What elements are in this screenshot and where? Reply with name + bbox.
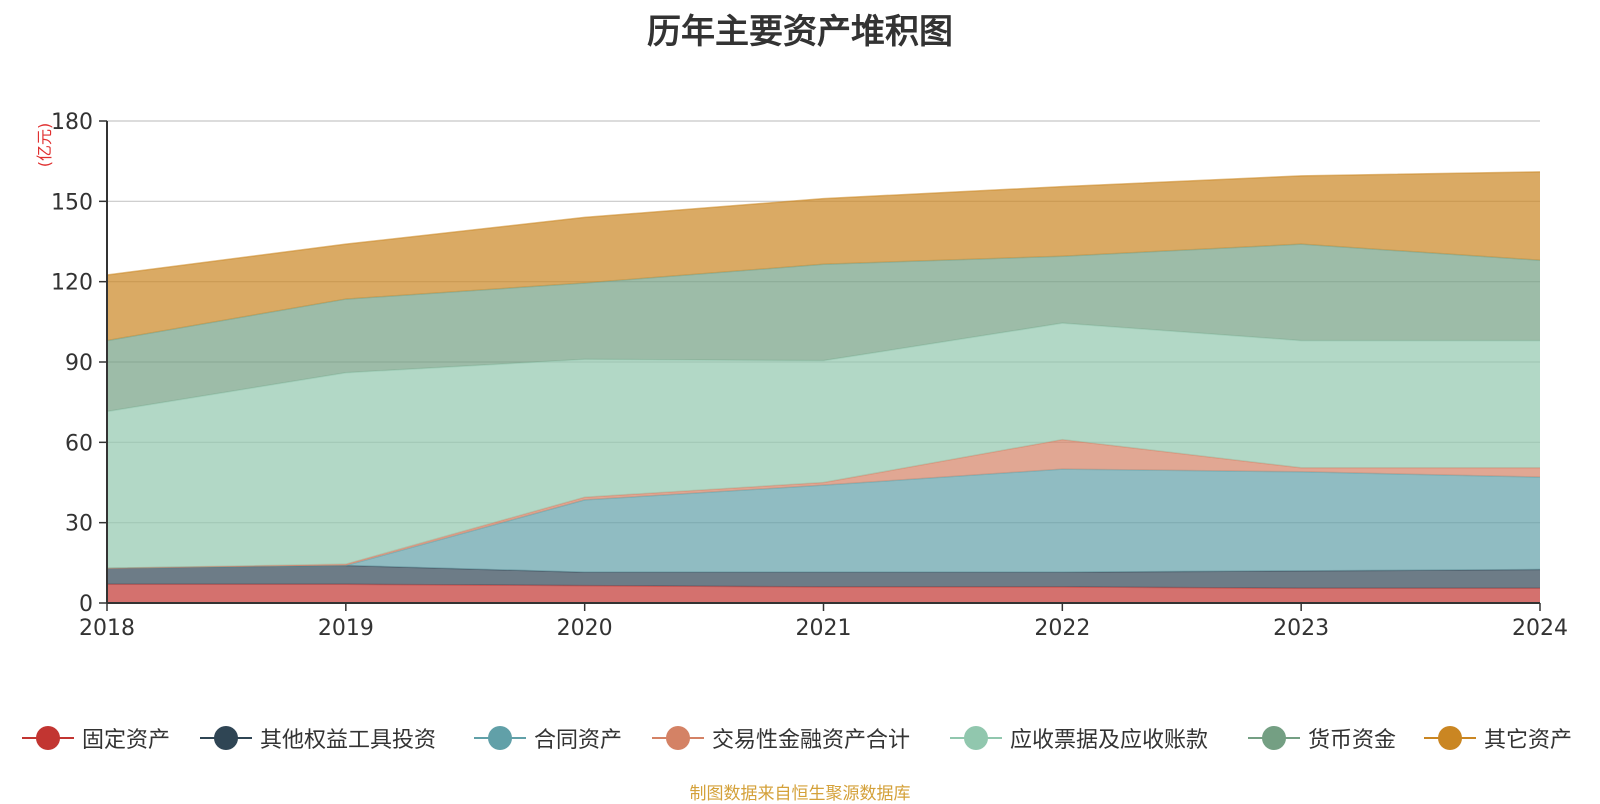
legend-item[interactable]: 其它资产 [1424, 718, 1572, 758]
legend-label: 合同资产 [534, 728, 623, 753]
legend-marker-icon [652, 718, 704, 758]
area-series-7 [107, 171, 1540, 341]
x-tick-label: 2019 [318, 616, 374, 641]
y-tick-label: 30 [65, 512, 93, 537]
area-series-7-edge [106, 171, 1541, 276]
y-tick-label: 180 [51, 110, 93, 135]
y-tick-label: 60 [65, 431, 93, 456]
x-tick-label: 2018 [79, 616, 135, 641]
area-series-3 [107, 469, 1540, 573]
legend-label: 应收票据及应收账款 [1010, 728, 1209, 753]
area-series-6 [107, 244, 1540, 412]
data-source-note: 制图数据来自恒生聚源数据库 [689, 784, 911, 804]
area-series [106, 171, 1541, 603]
legend-label: 交易性金融资产合计 [712, 728, 911, 753]
legend-label: 其它资产 [1484, 728, 1573, 753]
legend-marker-icon [1248, 718, 1300, 758]
legend: 固定资产 其他权益工具投资 合同资产 交易性金融资产合计 应收票据及应收账款 货币资金 其它… [0, 718, 1600, 758]
legend-marker-icon [200, 718, 252, 758]
chart-title: 历年主要资产堆积图 [647, 12, 953, 52]
x-tick-label: 2024 [1512, 616, 1568, 641]
y-tick-label: 0 [79, 592, 93, 617]
y-tick-label: 150 [51, 190, 93, 215]
legend-item[interactable]: 合同资产 [474, 718, 622, 758]
area-series-1 [107, 584, 1540, 603]
legend-marker-icon [1424, 718, 1476, 758]
legend-label: 货币资金 [1308, 728, 1397, 753]
legend-item[interactable]: 交易性金融资产合计 [652, 718, 910, 758]
axes: 0 30 60 90 120 150 180 2018 2019 2020 2021 2022 2023… [51, 110, 1568, 641]
legend-item[interactable]: 固定资产 [22, 718, 170, 758]
legend-item[interactable]: 货币资金 [1248, 718, 1396, 758]
legend-marker-icon [950, 718, 1002, 758]
x-tick-label: 2021 [796, 616, 852, 641]
area-series-2 [107, 565, 1540, 589]
area-series-5 [107, 323, 1540, 569]
legend-item[interactable]: 应收票据及应收账款 [950, 718, 1208, 758]
x-tick-label: 2022 [1034, 616, 1090, 641]
legend-label: 其他权益工具投资 [260, 728, 437, 753]
legend-marker-icon [22, 718, 74, 758]
legend-item[interactable]: 其他权益工具投资 [200, 718, 436, 758]
y-unit-label: (亿元) [35, 123, 54, 168]
y-tick-label: 120 [51, 271, 93, 296]
x-tick-label: 2020 [557, 616, 613, 641]
y-tick-label: 90 [65, 351, 93, 376]
legend-marker-icon [474, 718, 526, 758]
x-tick-label: 2023 [1273, 616, 1329, 641]
legend-label: 固定资产 [82, 728, 171, 753]
